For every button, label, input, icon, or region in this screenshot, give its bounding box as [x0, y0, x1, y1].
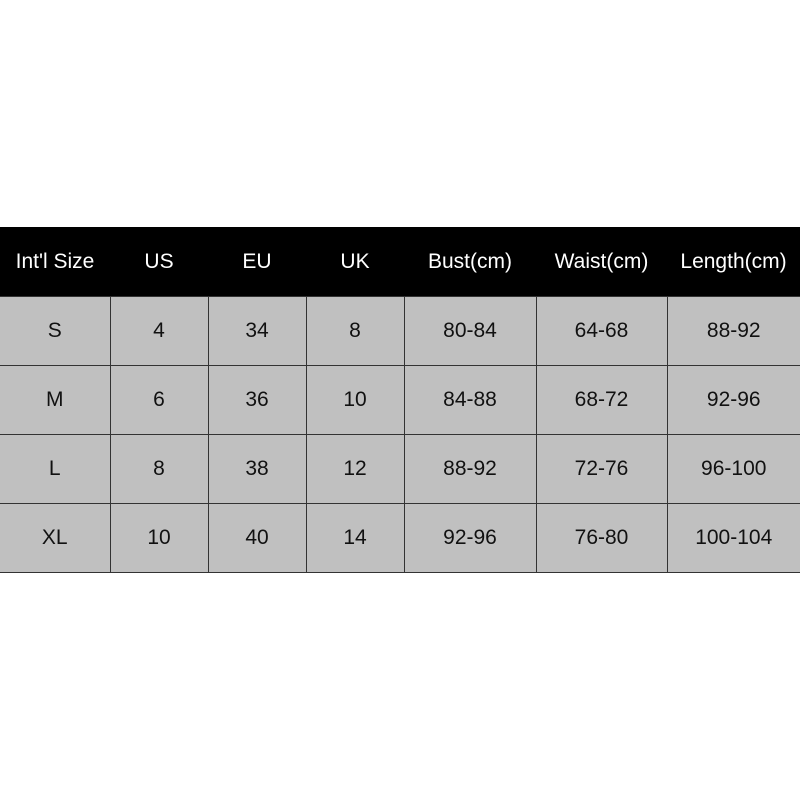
table-cell: 10	[109, 503, 209, 573]
table-cell: 8	[305, 296, 405, 366]
table-cell: 14	[305, 503, 405, 573]
table-cell: L	[0, 434, 111, 504]
column-header: UK	[306, 227, 404, 297]
table-cell: 92-96	[666, 365, 800, 435]
column-header: EU	[208, 227, 306, 297]
header-row: Int'l Size US EU UK Bust(cm) Waist(cm) Length(…	[0, 227, 800, 297]
table-cell: 36	[207, 365, 307, 435]
table-cell: 64-68	[535, 296, 668, 366]
table-cell: 76-80	[535, 503, 668, 573]
column-header: Int'l Size	[0, 227, 110, 297]
table-cell: 84-88	[403, 365, 537, 435]
column-header: Length(cm)	[667, 227, 800, 297]
table-cell: XL	[0, 503, 111, 573]
size-chart-table: Int'l Size US EU UK Bust(cm) Waist(cm) Length(…	[0, 227, 800, 573]
table-row: L 8 38 12 88-92 72-76 96-100	[0, 434, 800, 504]
table-cell: 40	[207, 503, 307, 573]
table-row: M 6 36 10 84-88 68-72 92-96	[0, 365, 800, 435]
table-cell: 38	[207, 434, 307, 504]
table-cell: M	[0, 365, 111, 435]
table-cell: 4	[109, 296, 209, 366]
column-header: US	[110, 227, 208, 297]
column-header: Bust(cm)	[404, 227, 536, 297]
table-cell: 92-96	[403, 503, 537, 573]
table-row: S 4 34 8 80-84 64-68 88-92	[0, 296, 800, 366]
column-header: Waist(cm)	[536, 227, 667, 297]
table-row: XL 10 40 14 92-96 76-80 100-104	[0, 503, 800, 573]
table-cell: 68-72	[535, 365, 668, 435]
table-cell: 88-92	[666, 296, 800, 366]
table-cell: 72-76	[535, 434, 668, 504]
table-cell: 6	[109, 365, 209, 435]
table-cell: 34	[207, 296, 307, 366]
table-cell: 12	[305, 434, 405, 504]
table-cell: 100-104	[666, 503, 800, 573]
table-cell: 96-100	[666, 434, 800, 504]
table-cell: 88-92	[403, 434, 537, 504]
table-cell: 10	[305, 365, 405, 435]
table-cell: 8	[109, 434, 209, 504]
table-cell: 80-84	[403, 296, 537, 366]
table-cell: S	[0, 296, 111, 366]
